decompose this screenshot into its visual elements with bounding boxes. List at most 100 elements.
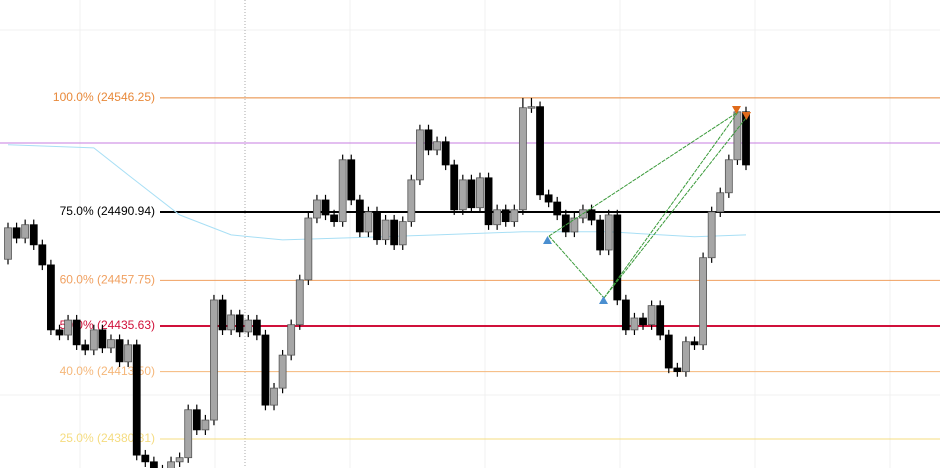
candle-body [261,334,270,406]
candle-body [518,107,527,211]
candle-body [330,214,338,223]
candle-body [338,159,347,223]
candle-body [107,339,115,349]
candle-body [167,461,175,468]
candle-body [295,279,304,326]
candle-body [570,217,579,233]
pattern-line [548,111,739,237]
candle-body [673,367,682,373]
candle-body [467,179,476,209]
candle-body [4,227,12,260]
buy-marker [599,296,608,304]
pattern-drawing [548,111,747,299]
candle-body [630,317,639,331]
candle-body [244,319,253,333]
candle-body [124,344,133,363]
candle-body [98,329,107,349]
candle-body [707,211,716,259]
candle-body [321,199,330,216]
candle-body [476,177,484,209]
candle-body [64,319,72,336]
fib-level-label: 60.0% (24457.75) [60,273,155,287]
pattern-line [603,111,739,299]
candle-body [613,214,622,301]
candle-body [218,299,227,331]
candle-body [450,164,459,211]
fib-level-label: 75.0% (24490.94) [60,204,155,218]
candle-body [544,194,553,203]
candle-body [81,344,90,351]
candle-body [647,305,656,326]
candle-body [21,224,30,239]
candle-body [347,159,356,201]
candle-body [441,141,450,166]
candle-body [115,339,124,363]
candle-body [175,457,184,463]
candle-body [29,224,38,246]
candle-body [184,409,193,459]
candle-body [390,219,399,246]
fib-level-label: 40.0% (24413.50) [60,364,155,378]
candle-body [604,214,613,251]
candle-body [149,461,158,468]
candle-body [682,341,690,373]
candle-body [596,219,605,251]
sell-marker [732,106,741,114]
candle-body [656,305,665,336]
candle-body [47,264,55,331]
candle-body [304,217,313,281]
candles [4,97,750,468]
candle-body [364,211,373,233]
candle-body [424,129,433,151]
pattern-line [548,235,605,299]
buy-marker [543,236,552,244]
candle-body [433,141,441,151]
candle-body [270,387,278,406]
candle-body [742,111,750,166]
candle-body [235,314,244,333]
candle-body [313,199,321,219]
candle-body [287,324,296,356]
candle-body [724,159,733,194]
candle-body [407,179,416,223]
candle-body [639,317,647,326]
fib-levels: 100.0% (24546.25) 75.0% (24490.94) 60.0% (… [0,90,940,445]
candle-body [373,211,381,241]
candle-body [381,219,390,241]
candle-body [484,177,493,226]
fib-level-label: 100.0% (24546.25) [53,90,155,104]
candle-body [192,409,201,431]
candle-body [227,314,236,331]
candle-body [210,299,218,421]
candle-body [716,192,725,213]
candle-body [664,334,673,369]
fib-level-label: 50.0% (24435.63) [60,318,155,332]
candle-body [699,257,707,346]
candle-body [141,454,150,463]
candle-body [561,214,570,233]
candle-body [12,227,21,239]
candle-body [493,209,502,226]
candle-body [355,199,364,233]
candle-body [416,129,424,181]
candle-body [510,209,519,223]
candle-body [398,221,407,246]
sell-marker [742,112,751,120]
candle-body [527,106,536,109]
candle-body [621,299,630,331]
candle-body [733,111,742,161]
pattern-line [603,117,747,299]
candle-body [553,201,562,216]
candle-body [132,344,141,456]
candle-body [690,341,699,346]
candle-body [55,329,64,336]
candle-body [501,209,510,223]
moving-average [7,144,747,241]
candle-body [201,419,210,431]
candle-body [458,179,467,211]
candle-body [587,209,596,221]
candle-body [38,244,47,266]
candle-body [278,354,287,389]
fib-level-label: 25.0% (24380.81) [60,431,155,445]
